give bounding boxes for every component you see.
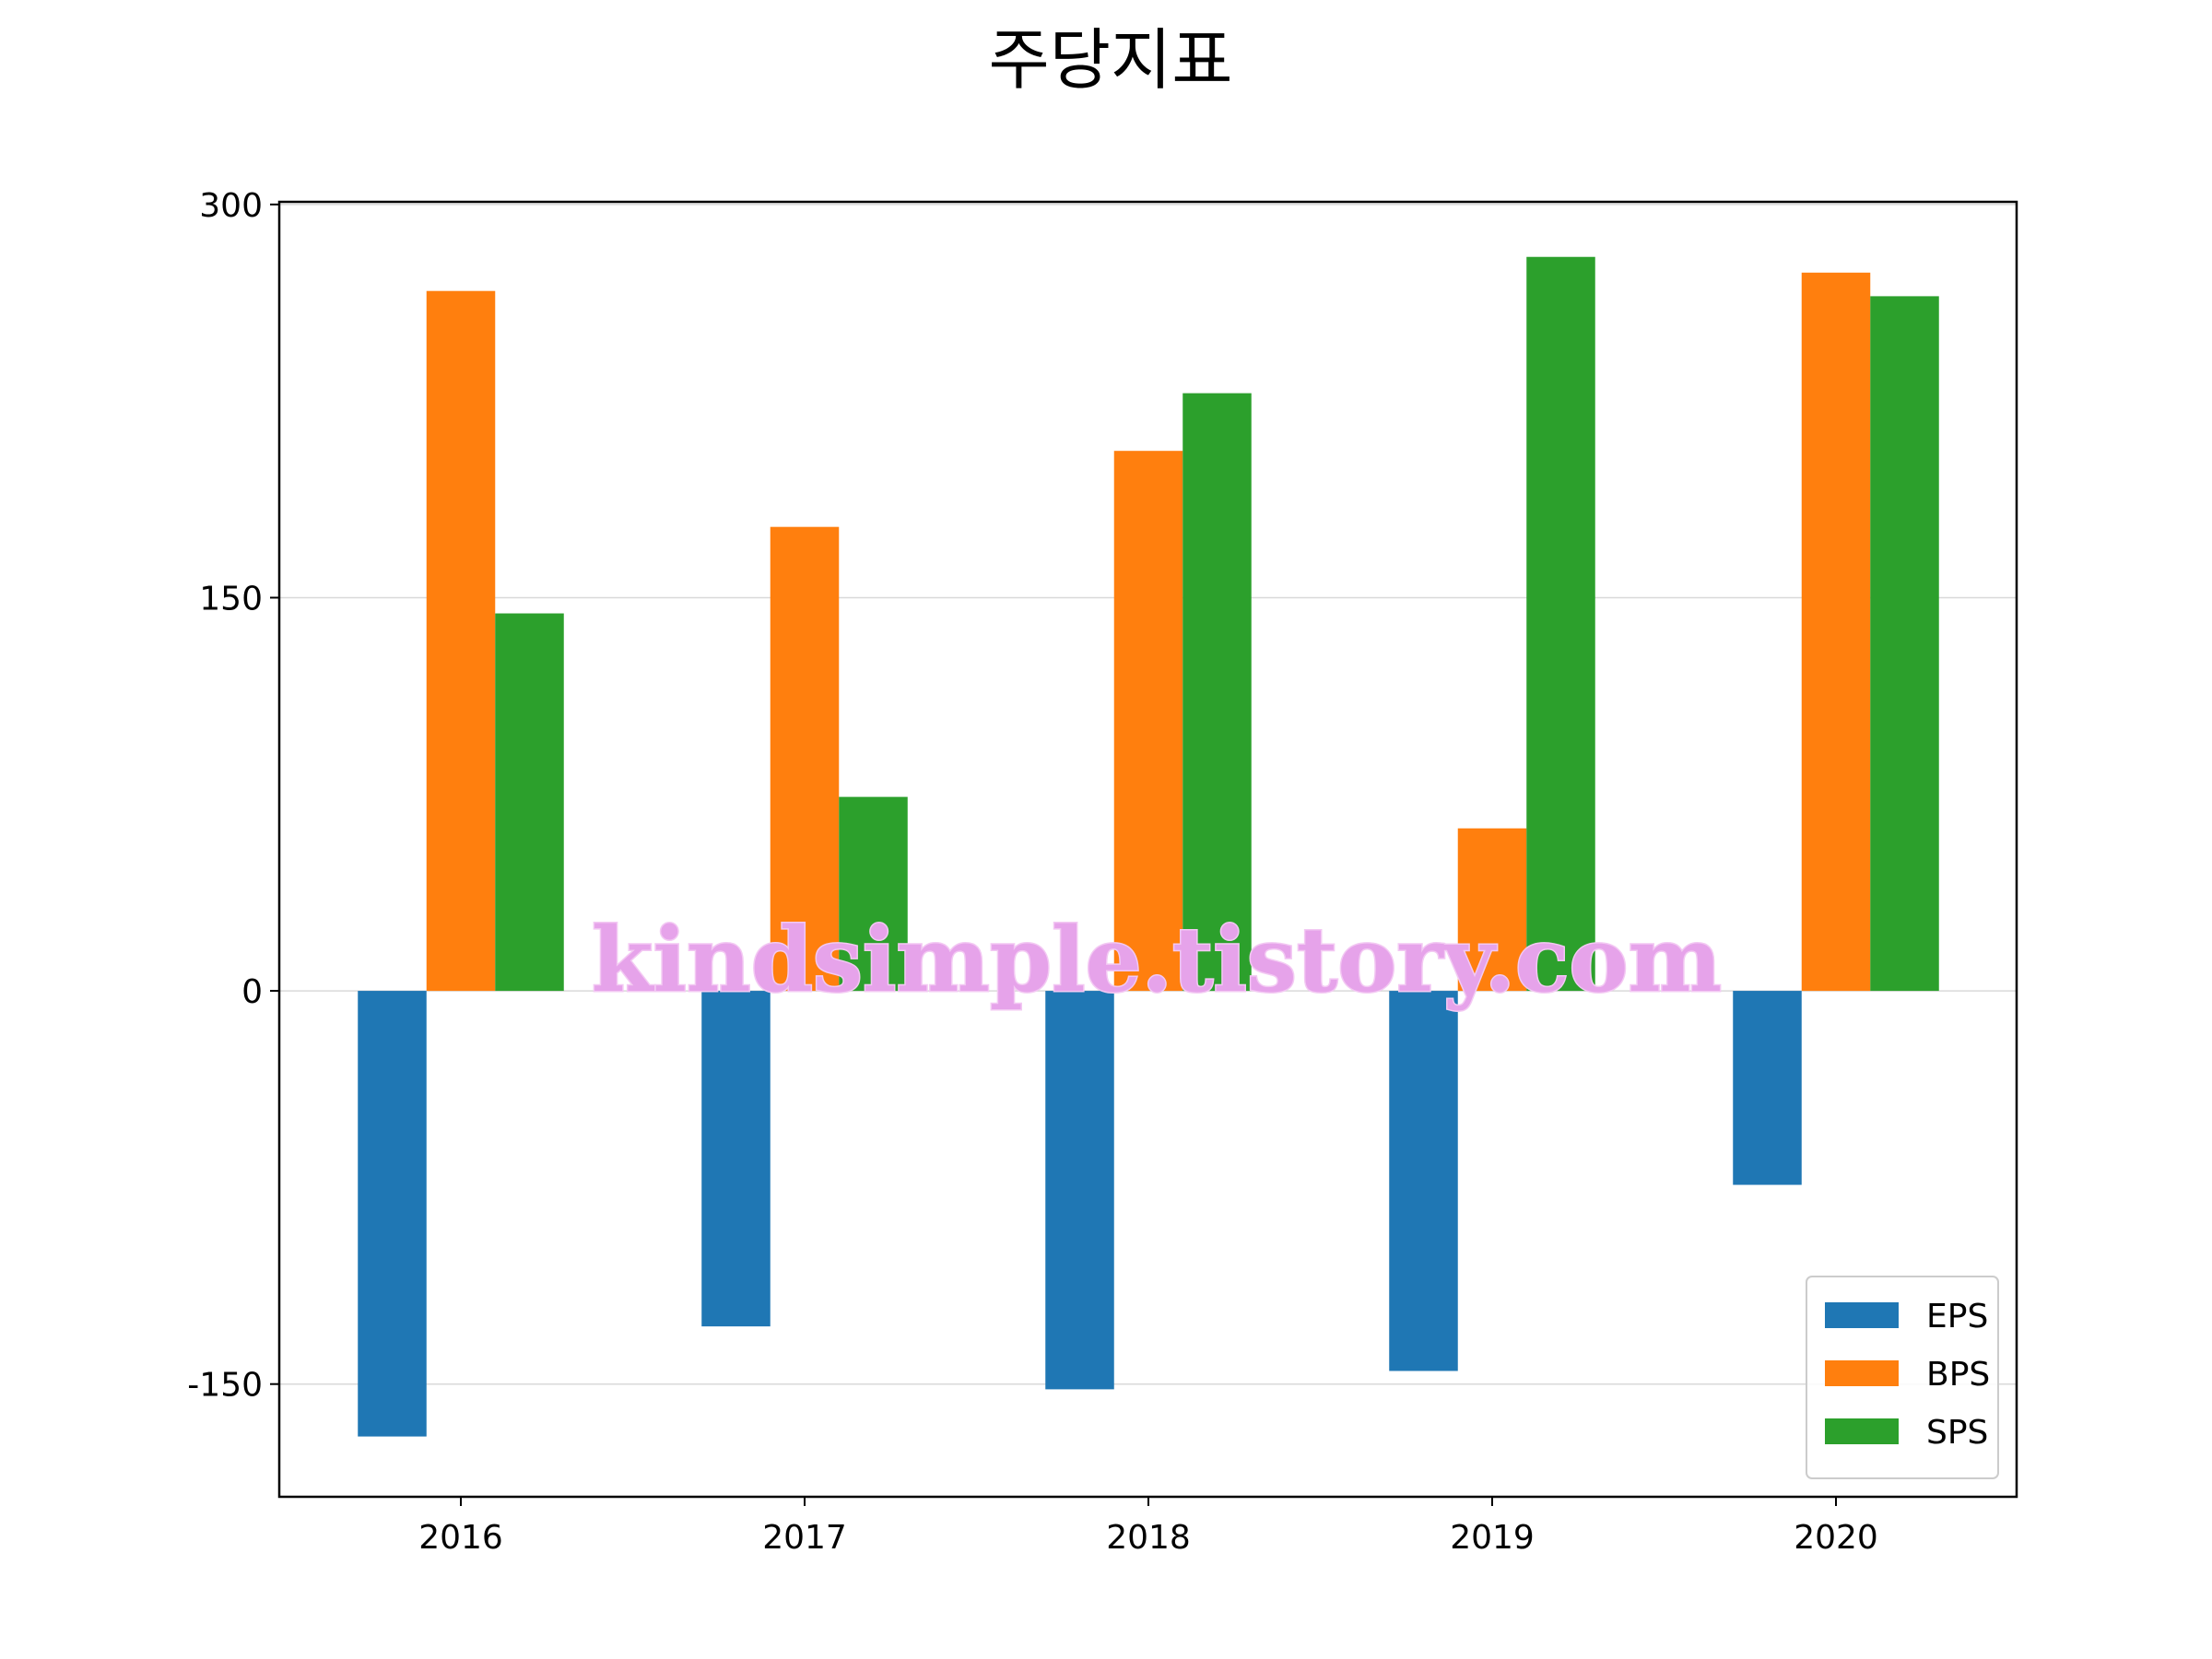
bar-bps-2017 [770, 526, 840, 992]
y-tick-label-150: 150 [199, 580, 263, 618]
bar-eps-2017 [701, 991, 771, 1327]
bar-eps-2019 [1389, 991, 1458, 1371]
bar-eps-2018 [1045, 991, 1114, 1390]
legend-swatch-sps [1825, 1418, 1899, 1444]
legend-swatch-eps [1825, 1302, 1899, 1328]
bar-sps-2017 [839, 796, 908, 992]
bar-bps-2016 [426, 290, 496, 992]
bar-sps-2016 [495, 613, 564, 992]
y-tick-label--150: -150 [187, 1367, 263, 1405]
y-tick-label-0: 0 [241, 973, 263, 1011]
bars [358, 256, 1939, 1437]
y-tick-label-300: 300 [199, 187, 263, 225]
bar-sps-2019 [1526, 256, 1595, 992]
bar-bps-2019 [1457, 828, 1527, 992]
x-tick-label-2019: 2019 [1450, 1519, 1535, 1557]
x-tick-label-2018: 2018 [1106, 1519, 1191, 1557]
chart-title: 주당지표 [989, 21, 1233, 99]
x-tick-label-2017: 2017 [762, 1519, 847, 1557]
legend-swatch-bps [1825, 1360, 1899, 1386]
bar-eps-2020 [1733, 991, 1802, 1185]
legend-label-bps: BPS [1926, 1356, 1990, 1394]
x-tick-label-2016: 2016 [418, 1519, 503, 1557]
axis-ticks: 300 150 0 -150 2016 2017 2018 2019 2020 [187, 187, 1878, 1557]
bar-eps-2016 [358, 991, 427, 1437]
bar-sps-2018 [1182, 393, 1252, 992]
bar-bps-2018 [1113, 451, 1183, 992]
watermark-text: kindsimple.tistory.com [592, 908, 1722, 1012]
bar-bps-2020 [1801, 272, 1871, 992]
bar-sps-2020 [1870, 296, 1939, 992]
x-tick-label-2020: 2020 [1794, 1519, 1878, 1557]
legend: EPS BPS SPS [1806, 1276, 1999, 1479]
legend-label-eps: EPS [1926, 1298, 1988, 1335]
legend-label-sps: SPS [1926, 1414, 1988, 1452]
